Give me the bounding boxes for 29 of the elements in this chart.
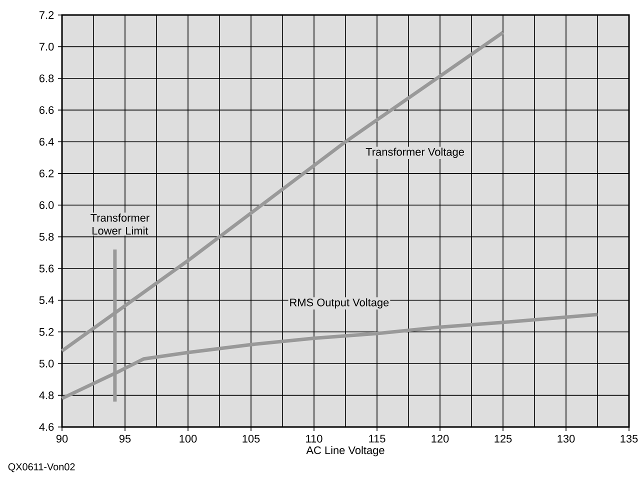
text: QX0611-Von02 [8, 463, 75, 472]
y-tick-label: 6.2 [39, 170, 54, 178]
text: Transformer Lower Limit [90, 214, 150, 235]
x-axis-title: AC Line Voltage [306, 446, 384, 456]
series-label: Transformer Voltage [366, 148, 464, 158]
y-tick-label: 5.0 [39, 360, 54, 368]
x-tick-label: 105 [242, 434, 260, 443]
y-tick-label: 5.4 [39, 296, 54, 304]
y-tick-label: 4.6 [39, 423, 54, 431]
x-tick-label: 100 [180, 434, 197, 443]
y-tick-label: 4.8 [39, 391, 54, 400]
x-tick-label: 90 [56, 434, 68, 443]
y-tick-label: 7.2 [39, 11, 54, 19]
y-tick-label: 6.4 [39, 138, 54, 146]
y-tick-label: 5.2 [39, 328, 54, 336]
y-tick-label: 6.8 [39, 74, 54, 82]
x-tick-label: 125 [494, 434, 512, 443]
y-tick-label: 5.6 [39, 264, 54, 272]
x-tick-label: 110 [306, 434, 322, 443]
x-tick-label: 135 [620, 434, 638, 443]
x-tick-label: 115 [369, 434, 386, 442]
text: RMS Output Voltage [290, 298, 389, 308]
x-tick-label: 130 [558, 434, 575, 443]
x-tick-label: 120 [432, 434, 449, 443]
y-tick-label: 7.0 [39, 42, 54, 51]
y-tick-label: 5.8 [39, 232, 54, 241]
y-tick-label: 6.0 [39, 201, 54, 210]
x-tick-label: 95 [119, 434, 131, 443]
y-tick-label: 6.6 [39, 106, 54, 114]
